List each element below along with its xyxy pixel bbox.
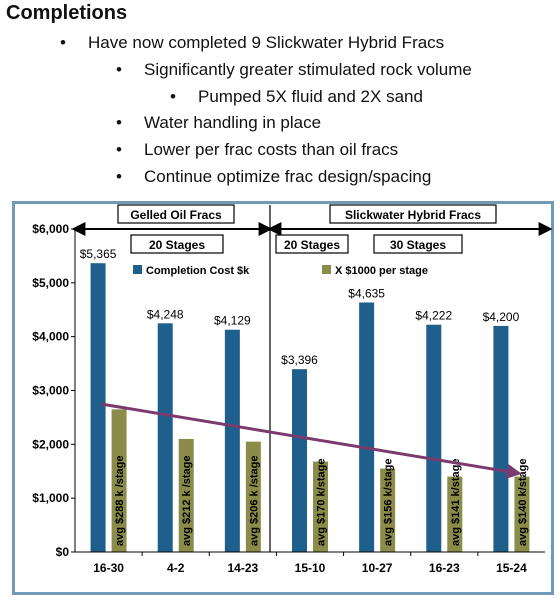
- slide-heading: Completions: [6, 2, 128, 24]
- x-tick-label: 15-10: [295, 561, 326, 575]
- y-tick-label: $0: [56, 545, 70, 559]
- legend-swatch-completion-cost: [133, 265, 142, 274]
- bar-completion-cost: [493, 325, 509, 552]
- x-tick-label: 16-30: [93, 561, 124, 575]
- bar-per-stage-label: avg $206 k /stage: [248, 455, 260, 546]
- bar-value-label: $4,200: [483, 310, 520, 324]
- x-tick-label: 16-23: [429, 561, 460, 575]
- bullet-item: • Have now completed 9 Slickwater Hybrid …: [60, 33, 444, 53]
- bar-completion-cost: [292, 369, 307, 552]
- stages-box-b: 20 Stages: [275, 234, 349, 254]
- bar-value-label: $4,129: [214, 314, 251, 328]
- stages-box-c: 30 Stages: [373, 234, 463, 254]
- bar-per-stage: [178, 438, 194, 552]
- bullet-dot-icon: •: [60, 33, 66, 52]
- bullet-item: • Pumped 5X fluid and 2X sand: [170, 87, 423, 107]
- legend: Completion Cost $k X $1000 per stage: [133, 265, 428, 277]
- stages-a-text: 20 Stages: [149, 238, 205, 252]
- stages-b-text: 20 Stages: [284, 238, 340, 252]
- x-tick-label: 14-23: [228, 561, 259, 575]
- bar-completion-cost: [157, 323, 173, 552]
- bullet-dot-icon: •: [116, 60, 122, 79]
- bar-per-stage: [245, 441, 261, 552]
- bar-per-stage-label: avg $141 k/stage: [450, 459, 462, 546]
- bar-completion-cost: [90, 263, 106, 552]
- bar-per-stage-label: avg $288 k /stage: [114, 455, 126, 546]
- bar-completion-cost: [224, 329, 240, 552]
- y-tick-label: $6,000: [32, 222, 69, 236]
- bar-completion-cost: [426, 324, 442, 552]
- bullet-text: Continue optimize frac design/spacing: [144, 167, 432, 186]
- bullet-item: • Lower per frac costs than oil fracs: [116, 140, 398, 160]
- bar-per-stage: [111, 409, 127, 552]
- bar-per-stage-label: avg $170 k/stage: [316, 459, 328, 546]
- bullet-text: Pumped 5X fluid and 2X sand: [198, 87, 423, 106]
- bullet-dot-icon: •: [116, 167, 122, 186]
- bullet-text: Lower per frac costs than oil fracs: [144, 140, 399, 159]
- y-tick-label: $1,000: [32, 491, 69, 505]
- trend-arrow: [100, 402, 522, 479]
- bar-value-label: $3,396: [281, 353, 318, 367]
- bar-per-stage-label: avg $140 k/stage: [517, 459, 529, 546]
- y-tick-label: $2,000: [32, 437, 69, 451]
- bullet-text: Have now completed 9 Slickwater Hybrid F…: [88, 33, 445, 52]
- gelled-oil-fracs-label: Gelled Oil Fracs: [117, 204, 235, 224]
- stages-c-text: 30 Stages: [390, 238, 446, 252]
- bar-value-label: $4,248: [147, 307, 184, 321]
- bullet-item: • Significantly greater stimulated rock v…: [116, 60, 472, 80]
- bar-per-stage: [447, 476, 463, 552]
- x-tick-label: 4-2: [167, 561, 185, 575]
- bullet-dot-icon: •: [116, 113, 122, 132]
- bullet-item: • Continue optimize frac design/spacing: [116, 167, 431, 187]
- bullet-dot-icon: •: [116, 140, 122, 159]
- bullet-text: Significantly greater stimulated rock vo…: [144, 60, 472, 79]
- gelled-oil-fracs-text: Gelled Oil Fracs: [130, 208, 222, 222]
- bar-per-stage: [313, 461, 328, 552]
- bar-value-label: $4,222: [415, 309, 452, 323]
- y-tick-label: $5,000: [32, 276, 69, 290]
- bar-value-label: $4,635: [348, 286, 385, 300]
- bullet-dot-icon: •: [170, 87, 176, 106]
- legend-label-completion-cost: Completion Cost $k: [146, 265, 250, 277]
- bullet-item: • Water handling in place: [116, 113, 321, 133]
- bar-per-stage: [514, 476, 530, 552]
- bar-value-label: $5,365: [80, 247, 117, 261]
- bar-completion-cost: [359, 302, 375, 552]
- slickwater-fracs-label: Slickwater Hybrid Fracs: [329, 204, 497, 224]
- bar-per-stage: [380, 468, 396, 552]
- y-tick-label: $3,000: [32, 384, 69, 398]
- legend-label-per-stage: X $1000 per stage: [335, 265, 428, 277]
- stages-box-a: 20 Stages: [130, 234, 224, 254]
- bar-per-stage-label: avg $212 k /stage: [181, 455, 193, 546]
- bar-per-stage-label: avg $156 k/stage: [383, 459, 395, 546]
- bullet-text: Water handling in place: [144, 113, 322, 132]
- y-tick-label: $4,000: [32, 330, 69, 344]
- x-tick-label: 15-24: [496, 561, 527, 575]
- legend-swatch-per-stage: [322, 265, 331, 274]
- x-tick-label: 10-27: [362, 561, 393, 575]
- slickwater-fracs-text: Slickwater Hybrid Fracs: [345, 208, 481, 222]
